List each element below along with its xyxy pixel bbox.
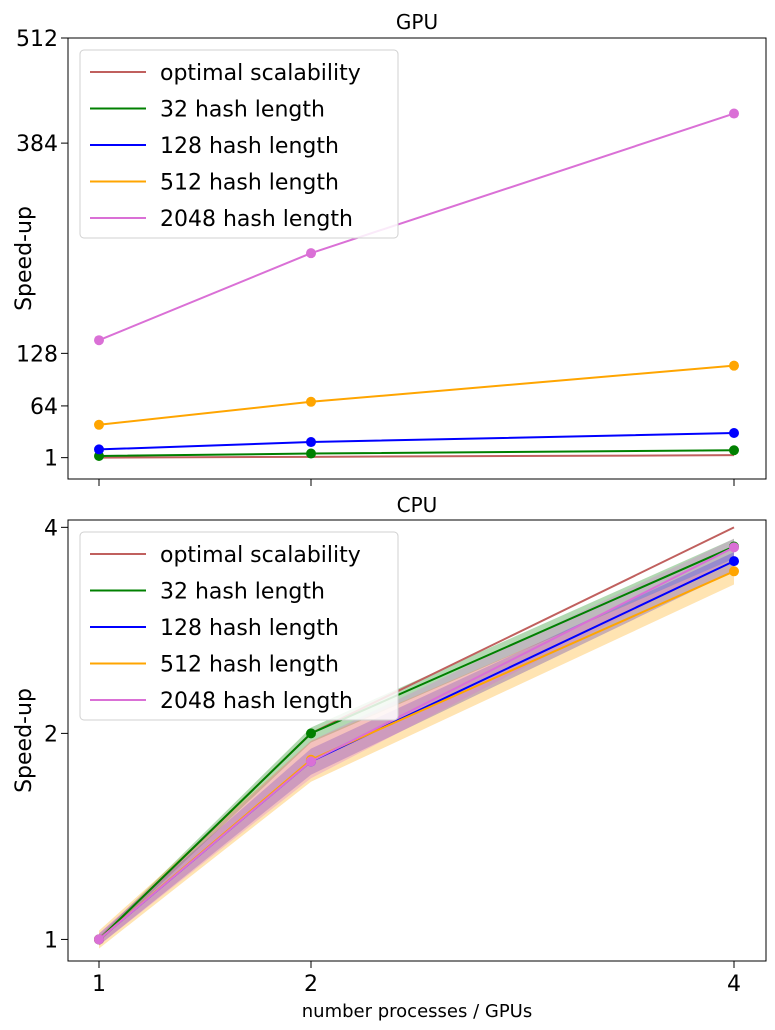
confidence-band xyxy=(99,558,734,949)
series-line xyxy=(98,364,735,426)
legend-label: 32 hash length xyxy=(160,580,325,605)
data-point xyxy=(94,335,104,346)
legend-label: 512 hash length xyxy=(160,171,339,196)
x-tick-label: 2 xyxy=(304,972,318,997)
y-tick-label: 4 xyxy=(44,516,58,541)
x-tick-label: 1 xyxy=(92,972,106,997)
legend-box xyxy=(79,531,399,721)
data-point xyxy=(729,108,739,119)
legend-label: 32 hash length xyxy=(160,98,325,123)
cpu-chart-title: CPU xyxy=(397,493,438,517)
gpu-chart-panel: GPU Speed-up 1 64 128 384 512 optimal scalabili… xyxy=(12,10,767,486)
data-point xyxy=(94,419,104,430)
legend-label: 128 hash length xyxy=(160,616,339,641)
plot-frame xyxy=(67,519,767,962)
data-point xyxy=(306,728,316,739)
series-line xyxy=(98,432,735,451)
data-point xyxy=(729,428,739,439)
legend-label: 128 hash length xyxy=(160,134,339,159)
data-point xyxy=(306,396,316,407)
y-tick-label: 1 xyxy=(44,447,58,472)
data-point xyxy=(306,248,316,259)
legend-label: 2048 hash length xyxy=(160,689,353,714)
data-point xyxy=(306,437,316,448)
gpu-y-axis-label: Speed-up xyxy=(12,206,37,311)
legend-box xyxy=(79,49,399,239)
cpu-chart-panel: CPU Speed-up 1 2 4 1 2 4 number processes / GPUs… xyxy=(12,493,767,1022)
y-tick-label: 64 xyxy=(30,395,58,420)
data-point xyxy=(306,756,316,767)
data-point xyxy=(729,445,739,456)
data-point xyxy=(94,934,104,945)
legend-label: optimal scalability xyxy=(160,61,361,86)
y-tick-label: 512 xyxy=(16,27,58,52)
plot-frame xyxy=(67,37,767,480)
data-point xyxy=(729,360,739,371)
x-tick-label: 4 xyxy=(727,972,741,997)
y-tick-label: 2 xyxy=(44,722,58,747)
gpu-chart-title: GPU xyxy=(396,10,438,34)
data-point xyxy=(729,542,739,553)
legend-label: optimal scalability xyxy=(160,543,361,568)
x-axis-label: number processes / GPUs xyxy=(302,1001,532,1022)
y-tick-label: 384 xyxy=(16,132,58,157)
y-tick-label: 128 xyxy=(16,342,58,367)
data-point xyxy=(94,444,104,455)
legend-label: 512 hash length xyxy=(160,653,339,678)
data-point xyxy=(729,566,739,577)
legend-label: 2048 hash length xyxy=(160,207,353,232)
cpu-y-axis-label: Speed-up xyxy=(12,688,37,793)
data-point xyxy=(729,556,739,567)
y-tick-label: 1 xyxy=(44,928,58,953)
confidence-band xyxy=(99,538,734,946)
data-point xyxy=(306,448,316,459)
